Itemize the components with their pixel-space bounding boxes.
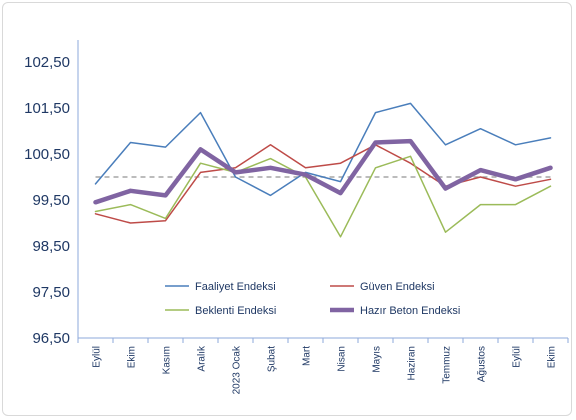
series-line-1 [94,102,552,197]
x-tick-label: Ekim [547,346,558,368]
x-tick-label: 2023 Ocak [232,345,243,394]
y-tick-label: 102,50 [24,54,70,71]
legend-label: Beklenti Endeksi [195,305,276,317]
y-tick-label: 100,50 [24,146,70,163]
x-tick-label: Eylül [512,346,523,368]
legend-label: Güven Endeksi [360,281,435,293]
x-tick-label: Aralık [197,345,208,372]
x-tick-label: Kasım [162,346,173,374]
legend-label: Hazır Beton Endeksi [360,305,460,317]
x-tick-label: Haziran [407,346,418,380]
chart-frame [2,2,572,416]
x-tick-label: Ağustos [477,346,488,382]
series-group [93,102,553,238]
x-tick-label: Temmuz [442,346,453,384]
y-tick-label: 97,50 [32,284,70,301]
y-tick-label: 101,50 [24,100,70,117]
y-tick-label: 98,50 [32,238,70,255]
axes [77,40,569,343]
y-tick-labels: 102,50 101,50 100,50 99,50 98,50 97,50 96,50 [24,54,70,347]
x-tick-label: Ekim [127,346,138,368]
legend-label: Faaliyet Endeksi [195,281,276,293]
y-tick-label: 99,50 [32,192,70,209]
x-tick-label: Mart [302,346,313,366]
series-line-3 [94,155,552,238]
x-tick-labels: Eylül Ekim Kasım Aralık 2023 Ocak Şubat Mart Ni… [92,345,558,394]
series-line-2 [94,144,552,224]
x-tick-label: Eylül [92,346,103,368]
x-tick-label: Şubat [267,346,278,372]
x-tick-label: Nisan [337,346,348,372]
y-tick-label: 96,50 [32,330,70,347]
legend: Faaliyet Endeksi Güven Endeksi Beklenti En… [165,281,460,317]
series-line-4 [93,138,553,205]
x-tick-label: Mayıs [372,346,383,373]
